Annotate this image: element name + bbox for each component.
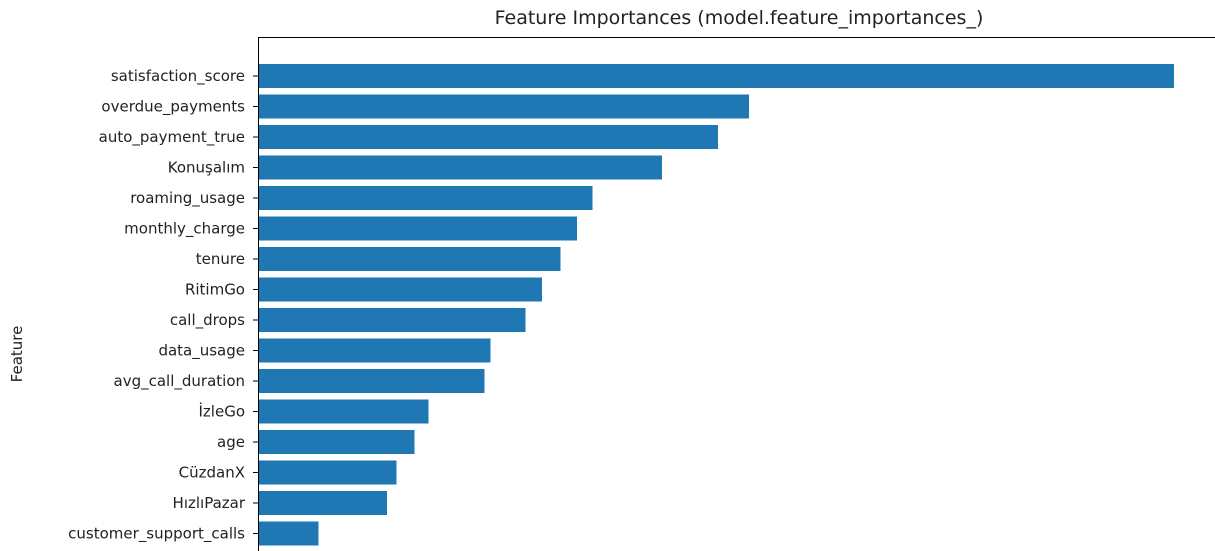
y-tick-label: tenure [196, 250, 245, 268]
bar [258, 460, 397, 485]
bar [258, 399, 429, 424]
y-tick-label: age [217, 433, 245, 451]
bar [258, 338, 491, 363]
bar [258, 247, 561, 271]
bar [258, 155, 663, 180]
y-tick-label: overdue_payments [101, 98, 245, 117]
y-tick-label: call_drops [170, 311, 245, 330]
y-tick-label: RitimGo [185, 281, 245, 299]
y-tick-label: HızlıPazar [173, 494, 246, 512]
y-tick-label: customer_support_calls [68, 525, 245, 544]
bar [258, 125, 718, 149]
y-tick-label: avg_call_duration [114, 372, 245, 391]
y-tick-label: Konuşalım [168, 159, 245, 177]
bar [258, 216, 577, 241]
y-tick-label: data_usage [158, 342, 245, 361]
bar [258, 369, 485, 393]
bar [258, 521, 319, 546]
y-tick-label: roaming_usage [130, 189, 245, 208]
chart-title: Feature Importances (model.feature_impor… [495, 7, 984, 29]
bar [258, 430, 415, 454]
y-ticks-group: satisfaction_score overdue_payments auto_p… [68, 67, 258, 544]
bar [258, 308, 526, 332]
bar [258, 64, 1175, 88]
y-tick-label: CüzdanX [179, 464, 245, 482]
bar [258, 277, 543, 302]
y-tick-label: monthly_charge [124, 220, 245, 239]
y-axis-label: Feature [8, 326, 26, 383]
y-tick-label: auto_payment_true [99, 128, 245, 147]
bar [258, 491, 388, 515]
bars-group [258, 64, 1175, 546]
bar [258, 94, 750, 119]
bar [258, 186, 593, 210]
y-tick-label: İzleGo [199, 402, 246, 421]
y-tick-label: satisfaction_score [111, 67, 245, 86]
